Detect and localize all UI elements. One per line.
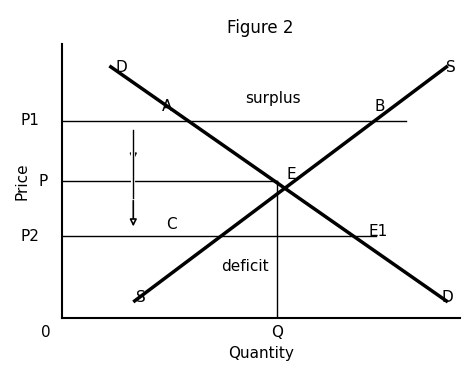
Text: S: S — [446, 60, 456, 75]
Text: S: S — [137, 290, 146, 305]
Text: surplus: surplus — [245, 92, 301, 106]
Text: D: D — [116, 60, 127, 75]
Text: D: D — [442, 290, 454, 305]
Text: deficit: deficit — [221, 259, 269, 274]
Text: E1: E1 — [368, 224, 387, 239]
Title: Figure 2: Figure 2 — [228, 19, 294, 37]
Text: 0: 0 — [41, 325, 51, 340]
Text: P2: P2 — [21, 229, 40, 243]
Text: P: P — [38, 174, 48, 188]
Text: Q: Q — [271, 325, 283, 340]
Text: A: A — [162, 99, 173, 114]
Text: B: B — [375, 99, 385, 114]
Text: P1: P1 — [21, 113, 40, 128]
Text: Price: Price — [14, 163, 29, 200]
Text: Quantity: Quantity — [228, 346, 293, 361]
Text: E: E — [287, 167, 296, 182]
Text: C: C — [166, 217, 176, 232]
